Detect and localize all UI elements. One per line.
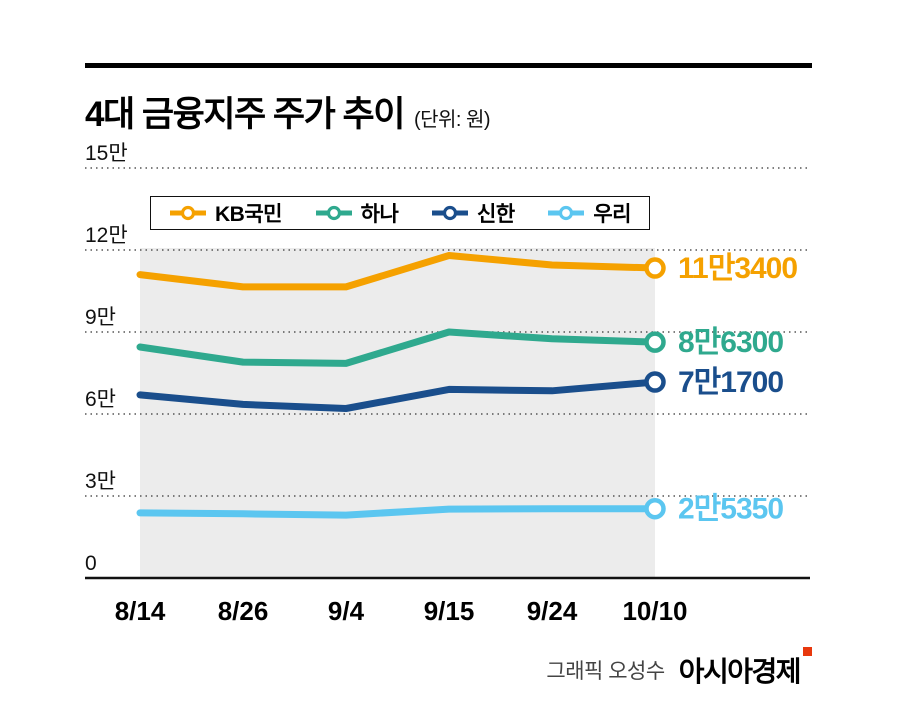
- chart-unit-label: (단위: 원): [413, 109, 491, 131]
- brand-logo: 아시아경제: [678, 647, 812, 690]
- series-end-marker-3: [644, 497, 666, 520]
- graphic-credit: 그래픽 오성수: [546, 660, 665, 683]
- series-end-label-0: 11만3400: [678, 252, 797, 285]
- legend-line-marker-icon: [170, 205, 206, 221]
- legend-label: 신한: [477, 203, 515, 226]
- brand-logo-text: 아시아경제: [678, 656, 802, 687]
- x-tick-label: 10/10: [622, 596, 687, 626]
- line-chart: 15만 12만 9만 6만 3만 0 8/14 8/26 9/4 9/15 9/24 10/10 11만…: [0, 140, 900, 660]
- footer: 그래픽 오성수 아시아경제: [546, 647, 812, 690]
- y-tick-label: 12만: [85, 224, 128, 247]
- series-line-1: [136, 328, 659, 367]
- legend-label: KB국민: [215, 203, 282, 226]
- y-tick-label: 15만: [85, 142, 128, 165]
- legend-line-marker-icon: [432, 205, 468, 221]
- y-tick-label: 0: [85, 552, 97, 575]
- legend-line-marker-icon: [315, 205, 352, 221]
- x-tick-label: 9/24: [527, 596, 578, 626]
- y-tick-label: 6만: [85, 388, 116, 411]
- chart-legend: KB국민 하나 신한 우리: [150, 196, 650, 230]
- series-line-2: [136, 378, 659, 412]
- header: 4대 금융지주 주가 추이 (단위: 원): [85, 86, 491, 137]
- series-end-marker-0: [644, 257, 666, 279]
- y-tick-label: 3만: [85, 470, 116, 493]
- highlight-band: [140, 248, 655, 578]
- top-rule: [85, 63, 812, 68]
- series-end-marker-2: [644, 371, 666, 393]
- legend-item-0: KB국민: [169, 198, 282, 228]
- legend-item-2: 신한: [431, 198, 515, 228]
- x-tick-label: 9/4: [328, 596, 365, 626]
- legend-item-3: 우리: [547, 198, 631, 228]
- series-end-label-1: 8만6300: [678, 326, 783, 359]
- chart-title: 4대 금융지주 주가 추이: [85, 95, 405, 134]
- legend-line-marker-icon: [548, 205, 585, 221]
- series-end-label-2: 7만1700: [678, 366, 783, 399]
- series-end-label-3: 2만5350: [678, 493, 783, 526]
- chart-canvas: 15만 12만 9만 6만 3만 0 8/14 8/26 9/4 9/15 9/24 10/10 11만…: [85, 142, 810, 626]
- legend-item-1: 하나: [315, 198, 399, 228]
- legend-label: 하나: [360, 203, 399, 226]
- series-line-3: [136, 505, 659, 519]
- x-tick-label: 9/15: [424, 596, 475, 626]
- brand-mark-icon: [803, 647, 812, 656]
- series-end-marker-1: [644, 331, 666, 353]
- x-tick-label: 8/14: [115, 596, 166, 626]
- x-tick-label: 8/26: [218, 596, 269, 626]
- legend-label: 우리: [593, 203, 631, 226]
- series-line-0: [136, 252, 659, 291]
- y-tick-label: 9만: [85, 306, 116, 329]
